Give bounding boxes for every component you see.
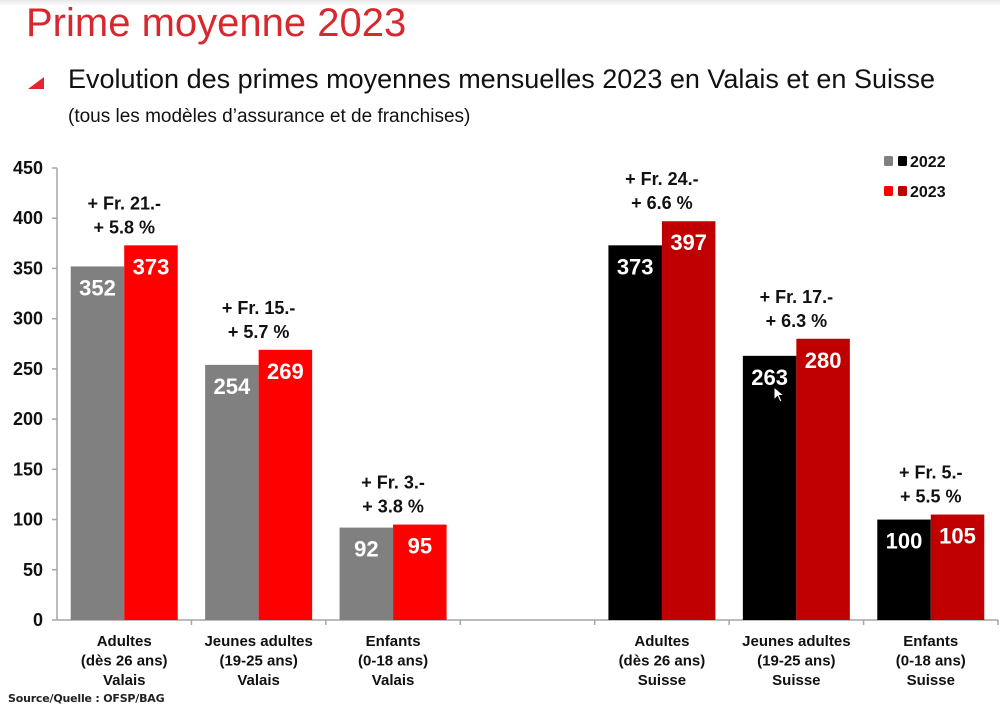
y-tick-label: 200 <box>13 409 43 429</box>
change-percent-label: + 6.6 % <box>631 193 693 213</box>
change-percent-label: + 5.8 % <box>93 217 155 237</box>
mouse-cursor-icon <box>773 386 786 403</box>
data-label-2023: 397 <box>670 230 707 255</box>
change-amount-label: + Fr. 15.- <box>222 298 296 318</box>
y-tick-label: 400 <box>13 208 43 228</box>
change-amount-label: + Fr. 3.- <box>361 473 425 493</box>
x-category-label: Valais <box>103 672 146 689</box>
change-amount-label: + Fr. 21.- <box>87 193 161 213</box>
source-note: Source/Quelle : OFSP/BAG <box>8 692 165 705</box>
legend-swatch <box>884 186 893 196</box>
y-tick-label: 300 <box>13 309 43 329</box>
legend-swatch <box>898 186 907 196</box>
top-shade <box>0 0 1000 6</box>
x-category-label: Jeunes adultes <box>742 633 850 650</box>
x-axis: Adultes (dès 26 ans) Valais Jeunes adultes (… <box>57 619 999 689</box>
x-category-label: Valais <box>237 672 280 689</box>
x-category-label: (dès 26 ans) <box>81 653 168 670</box>
x-category-label: Suisse <box>772 672 820 689</box>
change-amount-label: + Fr. 17.- <box>760 287 834 307</box>
change-percent-label: + 3.8 % <box>362 497 424 517</box>
bar-2022 <box>70 266 125 620</box>
bar-2023 <box>661 221 716 621</box>
legend: 2022 2023 <box>884 154 946 201</box>
bar-2023 <box>258 349 313 620</box>
change-amount-label: + Fr. 24.- <box>625 169 699 189</box>
x-category-label: Valais <box>372 672 415 689</box>
subtitle-main: Evolution des primes moyennes mensuelles… <box>68 64 935 94</box>
bar-2023 <box>124 245 178 620</box>
bar-2022 <box>742 355 797 620</box>
x-category-label: Suisse <box>907 672 955 689</box>
data-label-2023: 280 <box>805 348 842 373</box>
x-category-label: (19-25 ans) <box>757 653 835 670</box>
bar-2022 <box>339 527 394 620</box>
y-tick-label: 250 <box>13 359 43 379</box>
x-category-label: Adultes <box>97 633 152 650</box>
change-amount-label: + Fr. 5.- <box>899 463 963 483</box>
slide-subtitle: Evolution des primes moyennes mensuelles… <box>68 62 968 134</box>
value-labels: 352 373 + Fr. 21.- + 5.8 % 254 269 + Fr. 15.- +… <box>79 169 976 561</box>
x-category-label: Suisse <box>638 672 686 689</box>
data-label-2022: 92 <box>354 537 378 562</box>
x-category-label: Enfants <box>366 633 421 650</box>
x-category-label: (19-25 ans) <box>219 653 297 670</box>
x-category-label: (dès 26 ans) <box>619 653 706 670</box>
legend-label: 2022 <box>910 154 946 171</box>
x-category-label: Adultes <box>634 633 689 650</box>
subtitle-note: (tous les modèles d’assurance et de fran… <box>68 106 471 127</box>
y-axis: 0 50 100 150 200 250 300 350 400 450 <box>13 158 58 630</box>
bars <box>70 221 985 621</box>
x-category-label: Enfants <box>903 633 958 650</box>
bar-2023 <box>796 338 850 620</box>
slide-title: Prime moyenne 2023 <box>26 1 407 45</box>
x-category-label: Jeunes adultes <box>204 633 312 650</box>
data-label-2022: 352 <box>79 275 116 300</box>
change-percent-label: + 5.5 % <box>900 487 962 507</box>
x-category-label: (0-18 ans) <box>358 653 428 670</box>
change-percent-label: + 6.3 % <box>766 311 828 331</box>
data-label-2023: 373 <box>133 254 170 279</box>
y-tick-label: 50 <box>23 560 43 580</box>
change-percent-label: + 5.7 % <box>228 322 290 342</box>
y-tick-label: 150 <box>13 459 43 479</box>
y-tick-label: 0 <box>33 610 43 630</box>
bar-2022 <box>877 519 931 620</box>
data-label-2022: 100 <box>886 529 923 554</box>
bar-2022 <box>608 245 662 620</box>
data-label-2023: 269 <box>267 359 304 384</box>
bar-2022 <box>205 364 259 620</box>
data-label-2023: 105 <box>939 524 976 549</box>
legend-swatch <box>898 156 907 166</box>
data-label-2023: 95 <box>408 534 432 559</box>
data-label-2022: 373 <box>617 254 654 279</box>
y-tick-label: 450 <box>13 158 43 178</box>
bullet-triangle-icon <box>28 77 44 89</box>
y-tick-label: 100 <box>13 510 43 530</box>
bar-2023 <box>393 524 447 620</box>
bar-2023 <box>930 514 985 620</box>
x-category-label: (0-18 ans) <box>896 653 966 670</box>
data-label-2022: 254 <box>214 374 251 399</box>
y-tick-label: 350 <box>13 258 43 278</box>
legend-label: 2023 <box>910 184 946 201</box>
data-label-2022: 263 <box>751 365 788 390</box>
legend-swatch <box>884 156 893 166</box>
